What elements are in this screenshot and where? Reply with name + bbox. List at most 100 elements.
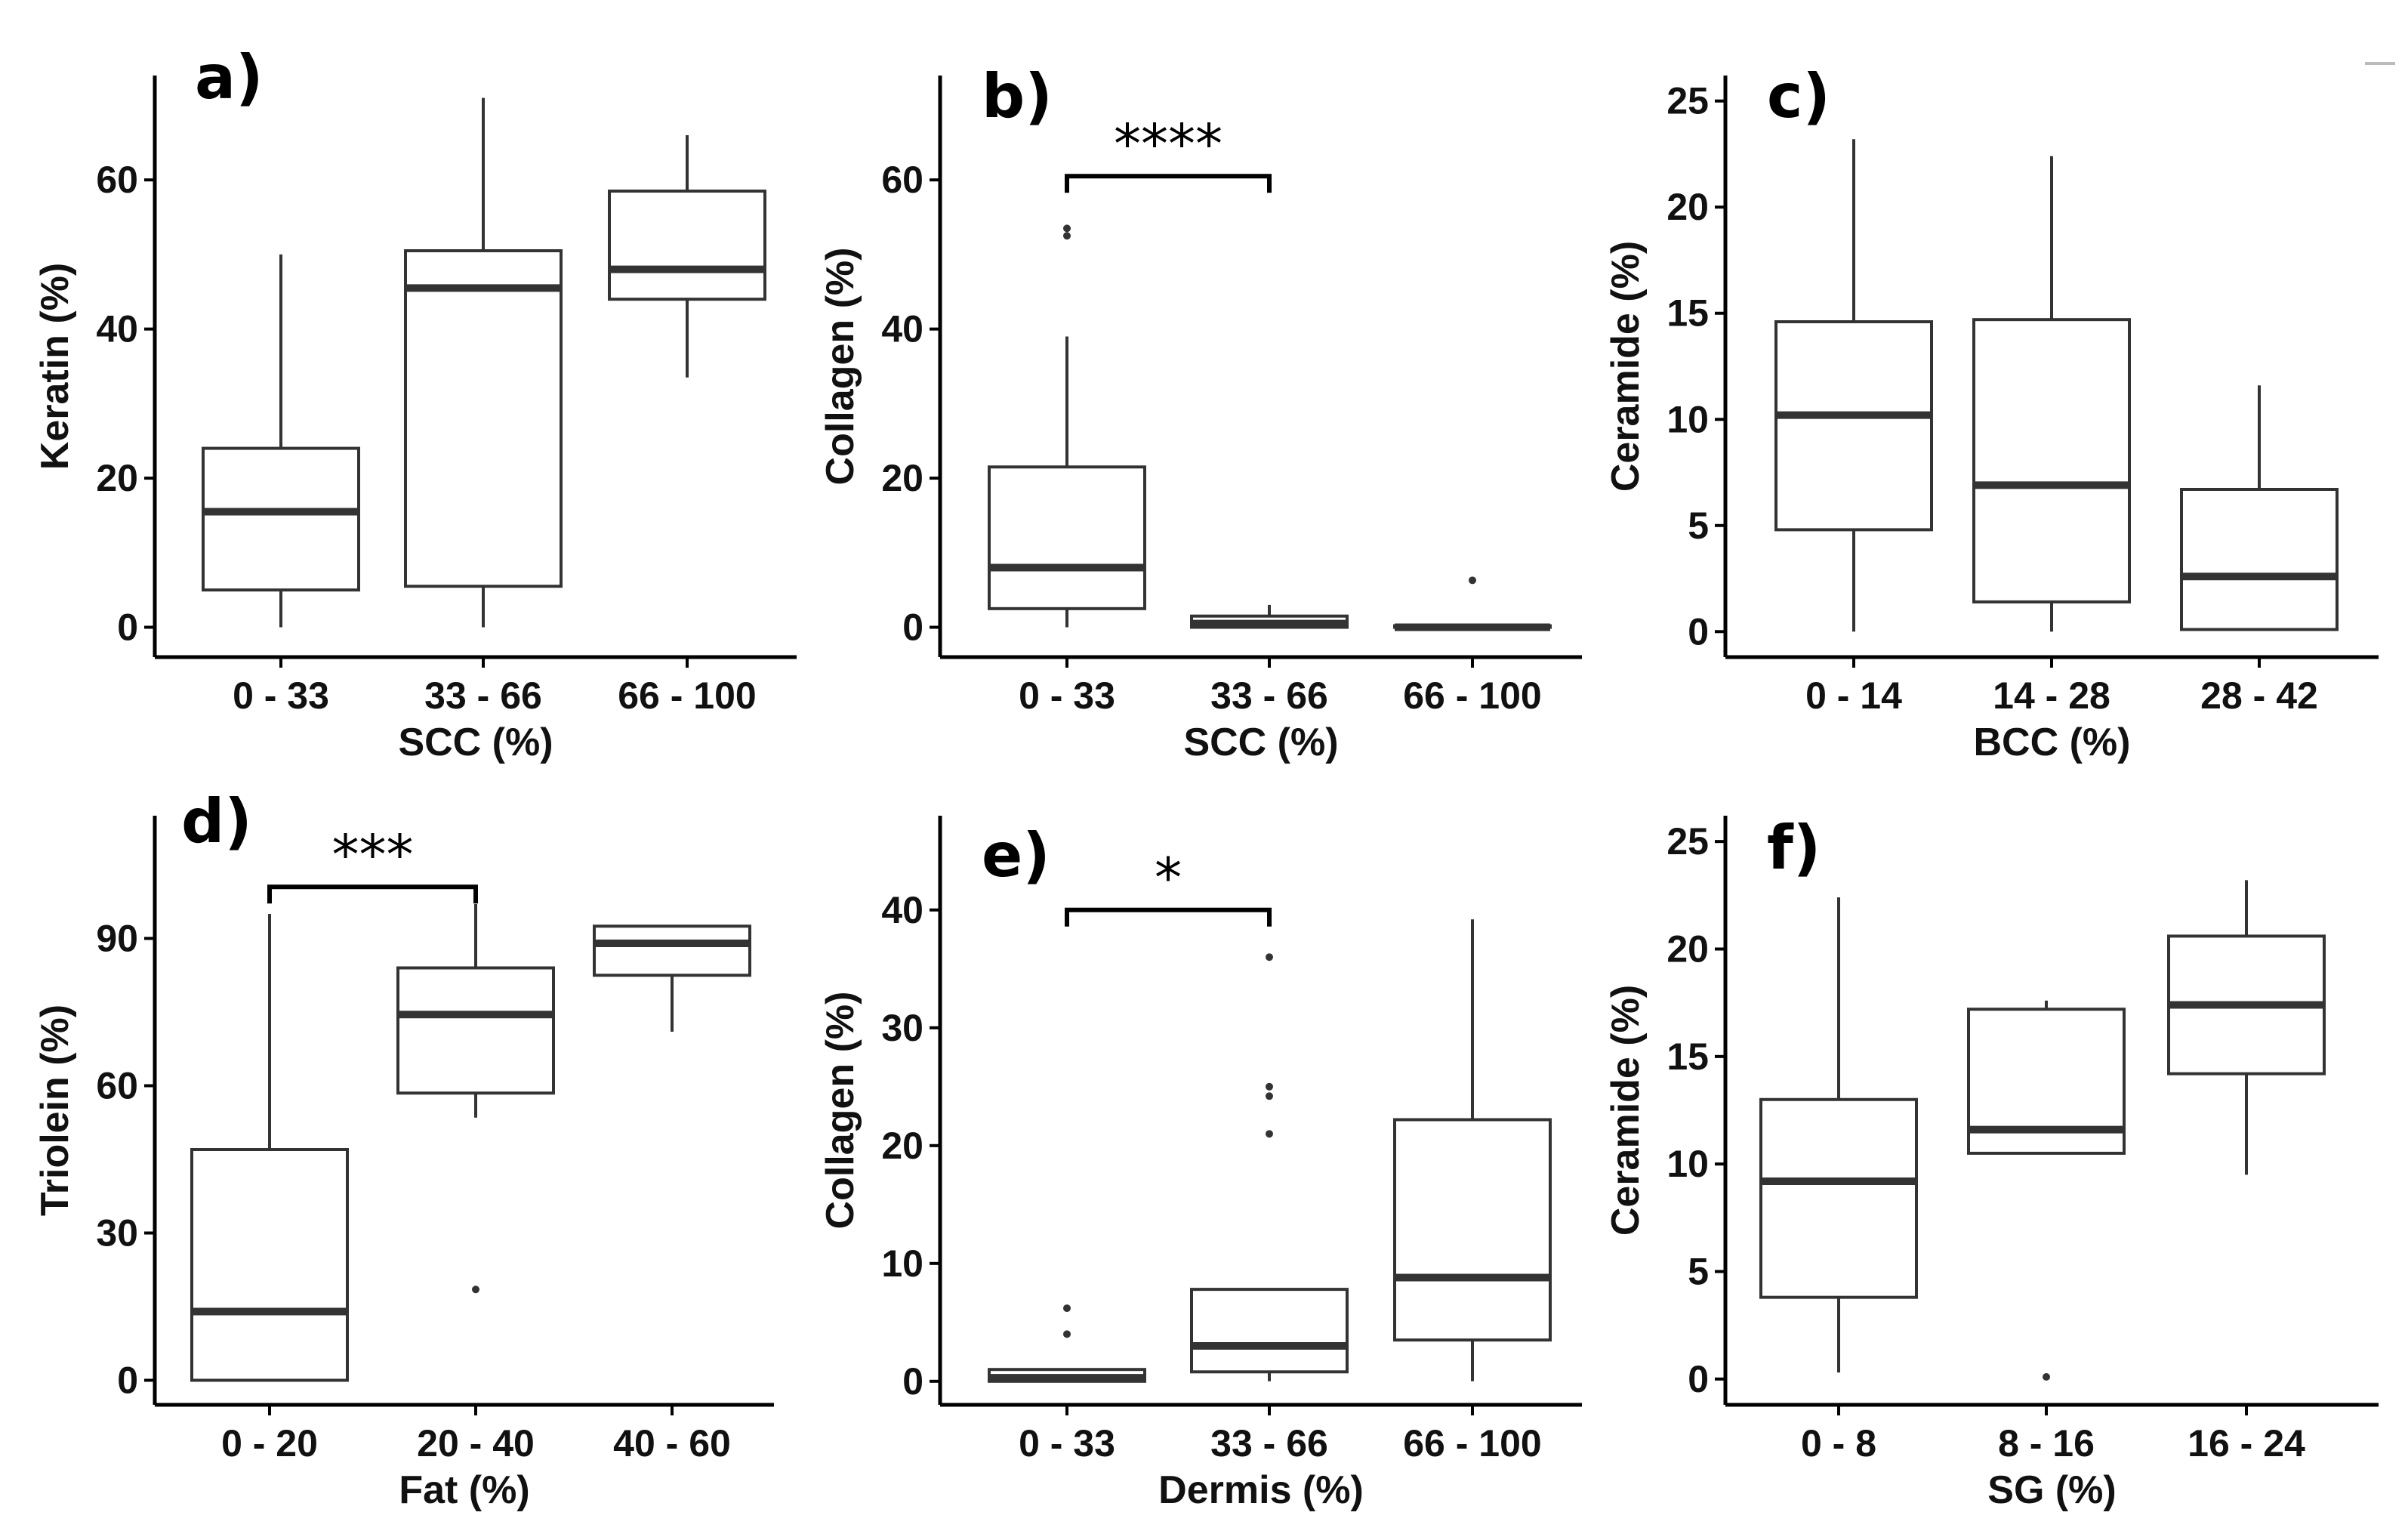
box-iqr bbox=[396, 966, 555, 1095]
boxplot-1 bbox=[202, 254, 360, 628]
y-tick-label: 40 bbox=[881, 308, 923, 350]
outlier-point bbox=[472, 1285, 479, 1294]
boxplot-1 bbox=[1759, 897, 1918, 1373]
y-tick-label: 0 bbox=[117, 606, 138, 649]
box-iqr bbox=[1190, 1288, 1349, 1374]
outlier-point bbox=[1266, 1092, 1273, 1100]
x-tick-label: 40 - 60 bbox=[613, 1422, 731, 1464]
x-tick-label: 33 - 66 bbox=[424, 674, 542, 717]
y-tick-label: 10 bbox=[881, 1242, 923, 1285]
x-tick-label: 20 - 40 bbox=[417, 1422, 535, 1464]
box-iqr bbox=[988, 465, 1146, 610]
x-tick-label: 33 - 66 bbox=[1210, 1422, 1328, 1464]
y-tick-label: 20 bbox=[1666, 186, 1709, 228]
outlier-point bbox=[1266, 953, 1273, 961]
x-axis-title: BCC (%) bbox=[1974, 721, 2131, 764]
significance-bracket bbox=[267, 884, 478, 904]
y-tick-label: 20 bbox=[881, 457, 923, 499]
outlier-point bbox=[1063, 1304, 1071, 1313]
y-tick-label: 15 bbox=[1666, 292, 1709, 335]
boxplot-2 bbox=[1190, 953, 1349, 1381]
x-tick-label: 66 - 100 bbox=[1403, 674, 1541, 717]
box-iqr bbox=[202, 446, 360, 592]
panel-5: 0 10 20 30 40 0 - 33 33 - 66 66 - 100 Dermis (%)… bbox=[819, 816, 1582, 1512]
y-tick-label: 20 bbox=[881, 1125, 923, 1167]
y-tick-label: 0 bbox=[117, 1360, 138, 1402]
panel-3: 0 5 10 15 20 25 0 - 14 14 - 28 28 - 42 BCC (%) Cer… bbox=[1604, 61, 2379, 764]
x-tick-label: 8 - 16 bbox=[1998, 1422, 2095, 1464]
y-tick-label: 20 bbox=[96, 457, 138, 499]
y-tick-label: 5 bbox=[1688, 505, 1709, 547]
x-tick-label: 0 - 14 bbox=[1805, 674, 1902, 717]
y-tick-label: 15 bbox=[1666, 1035, 1709, 1078]
x-axis-title: SCC (%) bbox=[1183, 721, 1338, 764]
y-axis-title: Triolein (%) bbox=[33, 1005, 77, 1216]
y-tick-label: 25 bbox=[1666, 80, 1709, 122]
box-iqr bbox=[1774, 319, 1933, 532]
boxplot-2 bbox=[1967, 1000, 2126, 1381]
y-tick-label: 10 bbox=[1666, 398, 1709, 440]
x-axis-title: Fat (%) bbox=[399, 1468, 529, 1512]
y-tick-label: 25 bbox=[1666, 820, 1709, 863]
box-iqr bbox=[593, 924, 751, 977]
boxplot-3 bbox=[608, 134, 766, 378]
x-tick-label: 66 - 100 bbox=[618, 674, 756, 717]
panel-4: 0 30 60 90 0 - 20 20 - 40 40 - 60 Fat (%) Triole… bbox=[33, 786, 774, 1512]
boxplot-1 bbox=[190, 914, 349, 1382]
box-iqr bbox=[1759, 1097, 1918, 1299]
panel-label: a) bbox=[195, 42, 264, 113]
box-iqr bbox=[2180, 487, 2339, 631]
panel-1: 0 20 40 60 0 - 33 33 - 66 66 - 100 SCC (%) Kerat… bbox=[33, 42, 797, 764]
box-iqr bbox=[1393, 1118, 1552, 1342]
outlier-point bbox=[2043, 1372, 2050, 1381]
boxplot-3 bbox=[1393, 919, 1552, 1381]
box-iqr bbox=[1972, 318, 2131, 603]
boxplot-1 bbox=[988, 1304, 1146, 1383]
panel-label: f) bbox=[1767, 813, 1821, 883]
boxplot-2 bbox=[404, 97, 563, 628]
y-tick-label: 30 bbox=[96, 1212, 138, 1255]
outlier-point bbox=[1063, 224, 1071, 233]
y-axis-title: Collagen (%) bbox=[819, 248, 862, 486]
boxplot-2 bbox=[1190, 604, 1349, 629]
panel-label: e) bbox=[982, 820, 1050, 890]
significance-bracket bbox=[1065, 907, 1272, 927]
y-axis-title: Ceramide (%) bbox=[1604, 985, 1648, 1236]
x-axis-title: SCC (%) bbox=[398, 721, 553, 764]
panel-label: c) bbox=[1767, 61, 1830, 131]
panel-2: 0 20 40 60 0 - 33 33 - 66 66 - 100 SCC (%) Colla… bbox=[819, 61, 1582, 764]
x-tick-label: 0 - 33 bbox=[233, 674, 329, 717]
y-tick-label: 90 bbox=[96, 918, 138, 960]
box-iqr bbox=[608, 190, 766, 301]
boxplot-3 bbox=[2180, 385, 2339, 631]
panel-label: b) bbox=[982, 61, 1053, 131]
x-tick-label: 0 - 20 bbox=[221, 1422, 318, 1464]
y-tick-label: 60 bbox=[96, 1065, 138, 1107]
y-tick-label: 5 bbox=[1688, 1251, 1709, 1293]
box-iqr bbox=[190, 1148, 349, 1382]
significance-bracket bbox=[1065, 174, 1272, 193]
y-tick-label: 0 bbox=[1688, 1358, 1709, 1400]
boxplot-1 bbox=[988, 224, 1146, 628]
y-tick-label: 40 bbox=[96, 308, 138, 350]
y-tick-label: 30 bbox=[881, 1007, 923, 1049]
y-axis-title: Keratin (%) bbox=[33, 263, 77, 470]
boxplot-2 bbox=[1972, 156, 2131, 632]
x-axis-title: Dermis (%) bbox=[1158, 1468, 1364, 1512]
x-tick-label: 66 - 100 bbox=[1403, 1422, 1541, 1464]
outlier-point bbox=[1063, 1330, 1071, 1338]
y-tick-label: 0 bbox=[1688, 610, 1709, 653]
boxplot-2 bbox=[396, 904, 555, 1294]
outlier-point bbox=[1063, 232, 1071, 240]
x-tick-label: 16 - 24 bbox=[2188, 1422, 2305, 1464]
boxplot-3 bbox=[1393, 576, 1552, 631]
y-tick-label: 0 bbox=[902, 606, 923, 649]
x-tick-label: 0 - 8 bbox=[1801, 1422, 1876, 1464]
outlier-point bbox=[1469, 576, 1476, 585]
significance-stars: **** bbox=[1114, 112, 1222, 175]
outlier-point bbox=[1266, 1130, 1273, 1138]
boxplot-3 bbox=[593, 924, 751, 1032]
significance-stars: *** bbox=[332, 823, 414, 886]
x-axis-title: SG (%) bbox=[1987, 1468, 2116, 1512]
